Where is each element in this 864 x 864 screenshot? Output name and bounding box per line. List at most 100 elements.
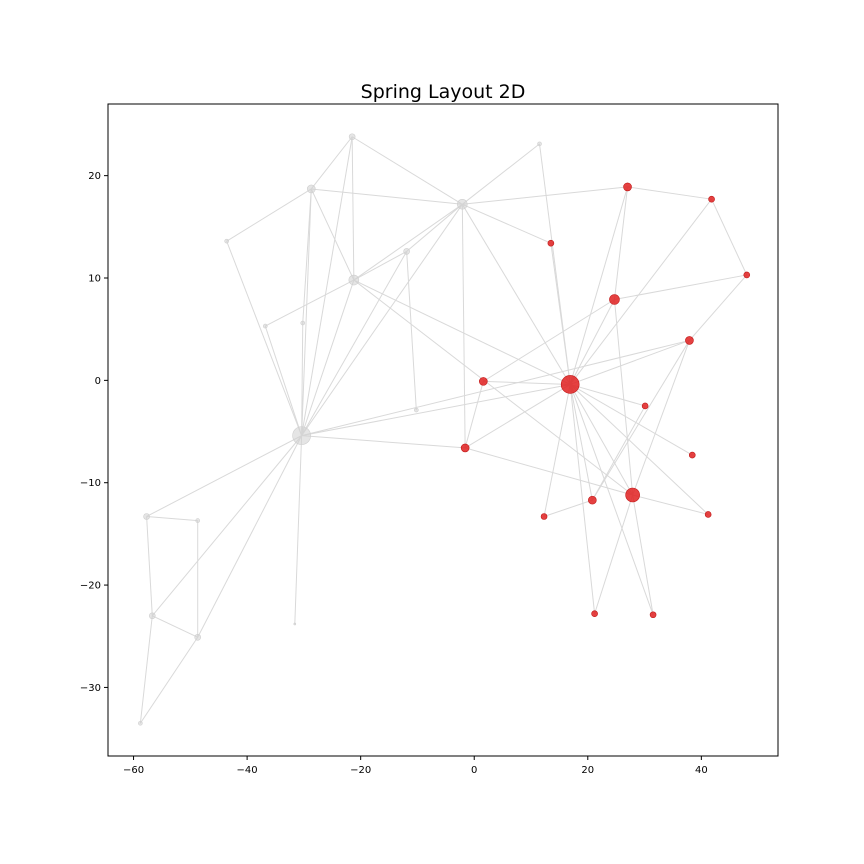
x-tick-label: −20 [350, 765, 371, 776]
edge-R-Y [569, 186, 629, 385]
edge-N-O [152, 615, 198, 638]
highlighted-node-X [479, 377, 488, 386]
edge-E-K [226, 240, 303, 436]
edge-G-Y [353, 279, 571, 385]
y-tick-label: −20 [80, 581, 101, 592]
edge-B-E [226, 188, 312, 242]
edge-C-D [461, 143, 540, 205]
edge-W-AD [632, 340, 690, 496]
edges-layer [139, 136, 748, 724]
edge-B-I [302, 188, 312, 324]
edge-Y-AB [569, 384, 693, 456]
highlighted-node-AB [688, 451, 696, 459]
edge-L-N [146, 516, 153, 616]
y-axis: −30 −20 −10 0 10 20 [80, 171, 108, 694]
highlighted-node-U [743, 271, 751, 279]
highlighted-node-AD [625, 487, 640, 503]
y-tick-label: 10 [88, 274, 101, 285]
edge-F-K [301, 251, 408, 436]
highlighted-node-AG [591, 610, 598, 618]
plot-frame [107, 103, 779, 757]
y-tick-label: 20 [88, 171, 101, 182]
edge-V-Y [569, 299, 615, 385]
edge-AD-AH [632, 494, 654, 615]
edge-AD-AG [594, 494, 634, 614]
highlighted-node-AC [588, 495, 597, 505]
node-F [403, 248, 410, 255]
edge-U-V [614, 274, 747, 300]
edge-C-AA [461, 204, 466, 448]
edge-G-AD [353, 279, 633, 496]
node-J [414, 407, 419, 413]
node-O [194, 633, 202, 641]
edge-V-AD [613, 299, 634, 496]
node-B [306, 184, 316, 194]
edge-F-J [406, 251, 417, 411]
edge-O-Q [139, 636, 199, 724]
node-N [148, 612, 156, 620]
x-tick-label: 20 [581, 765, 594, 776]
edge-A-K [301, 136, 353, 436]
edge-C-T [462, 203, 552, 244]
edge-G-H [265, 279, 355, 327]
edge-AA-AD [465, 447, 633, 496]
edge-T-Y [550, 243, 571, 385]
edge-L-M [146, 515, 198, 522]
edge-K-Y [301, 383, 571, 437]
nodes-layer [138, 133, 751, 726]
x-tick-label: 0 [471, 765, 477, 776]
edge-Y-AC [569, 384, 593, 501]
edge-R-S [627, 186, 712, 200]
edge-V-X [483, 299, 615, 382]
edge-C-G [353, 203, 463, 281]
edge-B-G [310, 188, 355, 281]
edge-K-P [294, 435, 303, 624]
edge-C-R [462, 186, 628, 205]
edge-C-K [301, 204, 463, 436]
node-I [300, 320, 306, 326]
node-M [195, 518, 201, 523]
edge-Y-AH [569, 384, 654, 615]
edge-G-K [301, 279, 355, 436]
edge-H-K [264, 325, 303, 436]
edge-B-K [301, 188, 312, 436]
edge-AC-AE [543, 499, 593, 517]
x-tick-label: −40 [237, 765, 258, 776]
edge-C-Y [461, 204, 571, 385]
node-A [348, 133, 356, 141]
node-Q [138, 720, 143, 726]
edge-R-V [613, 186, 629, 300]
edge-B-C [311, 188, 463, 205]
edge-S-Y [569, 198, 712, 385]
node-E [224, 238, 229, 244]
node-P [293, 622, 297, 626]
highlighted-node-Y [560, 375, 580, 394]
edge-K-O [197, 435, 303, 638]
highlighted-node-V [609, 294, 620, 305]
edge-Z-AC [591, 405, 646, 501]
edge-N-Q [139, 615, 153, 724]
edge-C-F [406, 203, 463, 252]
edge-X-AA [464, 381, 484, 449]
edge-Y-AA [464, 384, 571, 449]
edge-X-Y [483, 380, 571, 385]
node-G [348, 274, 360, 286]
edge-A-G [351, 136, 355, 281]
node-H [262, 323, 268, 329]
edge-Y-AG [569, 384, 596, 614]
edge-Y-Z [570, 383, 646, 407]
edge-K-L [146, 435, 302, 517]
edge-U-W [689, 274, 748, 341]
edge-AD-AF [632, 494, 709, 515]
edge-K-AA [301, 435, 466, 449]
edge-W-Y [570, 339, 690, 385]
node-K [292, 426, 311, 445]
edge-A-C [351, 136, 463, 205]
node-D [537, 141, 542, 147]
edge-Y-AE [543, 384, 571, 517]
edge-K-N [151, 435, 303, 617]
y-tick-label: 0 [95, 376, 101, 387]
edge-F-G [353, 250, 407, 281]
edge-S-U [711, 198, 748, 276]
